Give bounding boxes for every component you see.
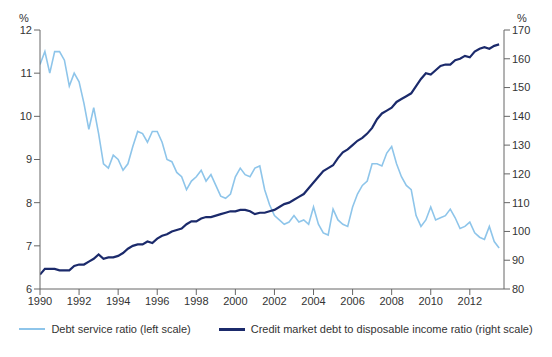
svg-text:2008: 2008	[379, 295, 403, 307]
svg-text:1996: 1996	[145, 295, 169, 307]
svg-text:1998: 1998	[184, 295, 208, 307]
svg-text:160: 160	[512, 53, 530, 65]
svg-text:10: 10	[20, 110, 32, 122]
svg-text:6: 6	[26, 283, 32, 295]
svg-text:8: 8	[26, 197, 32, 209]
svg-text:9: 9	[26, 153, 32, 165]
svg-text:130: 130	[512, 139, 530, 151]
html-text:Debt service ratio (left scale: Debt service ratio (left scale)	[51, 323, 191, 335]
svg-text:2004: 2004	[301, 295, 325, 307]
svg-text:110: 110	[512, 197, 530, 209]
svg-text:140: 140	[512, 110, 530, 122]
svg-text:1994: 1994	[106, 295, 130, 307]
html-text:Credit market debt to disposab: Credit market debt to disposable income …	[250, 323, 533, 335]
svg-text:80: 80	[512, 283, 524, 295]
svg-text:90: 90	[512, 254, 524, 266]
svg-text:1990: 1990	[28, 295, 52, 307]
svg-text:150: 150	[512, 81, 530, 93]
svg-text:2000: 2000	[223, 295, 247, 307]
svg-text:120: 120	[512, 168, 530, 180]
svg-text:2012: 2012	[458, 295, 482, 307]
svg-text:2010: 2010	[418, 295, 442, 307]
svg-text:1992: 1992	[67, 295, 91, 307]
svg-text:170: 170	[512, 24, 530, 36]
svg-text:100: 100	[512, 225, 530, 237]
svg-text:11: 11	[21, 67, 32, 79]
svg-text:2002: 2002	[262, 295, 286, 307]
svg-text:7: 7	[26, 240, 32, 252]
svg-text:%: %	[517, 12, 527, 24]
svg-text:%: %	[19, 12, 29, 24]
svg-text:12: 12	[20, 24, 32, 36]
svg-text:2006: 2006	[340, 295, 364, 307]
